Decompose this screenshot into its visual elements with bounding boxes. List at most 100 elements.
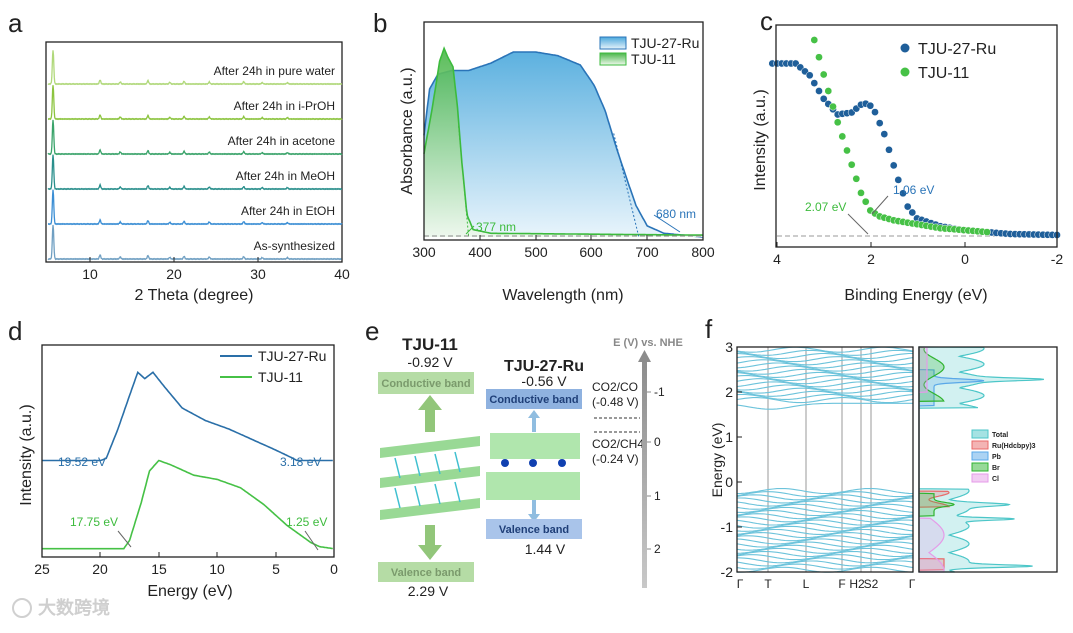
x-tick-label: 300 <box>412 244 436 260</box>
trace-label: After 24h in acetone <box>228 134 336 148</box>
annotation-377: 377 nm <box>476 220 516 234</box>
band-line <box>736 371 914 378</box>
y-axis-label: Absorbance (a.u.) <box>399 67 416 194</box>
band-line <box>736 365 914 372</box>
x-tick-label: 15 <box>151 561 167 577</box>
xps-data-point <box>815 53 823 62</box>
band-line <box>736 362 913 369</box>
band-line <box>736 349 914 356</box>
band-line <box>736 375 914 382</box>
x-tick-label: 400 <box>468 244 492 260</box>
legend-label: TJU-27-Ru <box>258 348 326 364</box>
band-line <box>736 557 914 564</box>
watermark: 大数跨境 <box>38 597 110 618</box>
xps-data-point <box>983 228 991 236</box>
ups-curve <box>42 370 333 462</box>
y-tick-label: -1 <box>721 519 734 535</box>
absorbance-fill <box>424 52 703 237</box>
y-tick-label: -2 <box>721 564 734 580</box>
trace-label: After 24h in i-PrOH <box>234 99 335 113</box>
band-line <box>736 393 914 400</box>
absorbance-curve <box>423 51 704 238</box>
y-tick-label: 0 <box>725 474 733 490</box>
x-axis-label: Binding Energy (eV) <box>844 287 987 304</box>
dos-legend-swatch <box>971 462 989 472</box>
vb-label: Valence band <box>391 567 461 579</box>
annotation-19.52: 19.52 eV <box>58 455 106 469</box>
panel-e-band-diagram: TJU-11 -0.92 V Conductive band Valence b… <box>378 335 683 599</box>
crystal-structure-tju27ru <box>486 433 580 500</box>
xps-data-point <box>903 202 912 211</box>
arrow-up-icon <box>528 410 540 432</box>
legend-label: TJU-27-Ru <box>631 35 699 51</box>
axis-tick-label: 2 <box>654 542 661 556</box>
annotation-3.18: 3.18 eV <box>280 455 321 469</box>
material-name: TJU-27-Ru <box>504 358 584 375</box>
xps-data-point <box>829 102 837 111</box>
band-line <box>736 522 914 529</box>
panel-d-ups: 25 20 15 10 5 0 Energy (eV) Intensity (a.u.) … <box>18 344 338 600</box>
band-line <box>736 359 914 366</box>
trace-label: After 24h in MeOH <box>236 169 335 183</box>
band-line <box>736 506 914 513</box>
band-line <box>736 384 914 391</box>
dos-legend-swatch <box>971 429 989 439</box>
x-tick-label: 700 <box>635 244 659 260</box>
x-axis-label: Wavelength (nm) <box>502 287 623 304</box>
xps-data-point <box>857 189 865 197</box>
material-name: TJU-11 <box>402 335 458 354</box>
band-line <box>736 368 914 375</box>
dos-legend-swatch <box>971 451 989 461</box>
tangent-line <box>458 125 470 238</box>
xps-data-point <box>847 160 856 169</box>
xps-data-point <box>833 118 842 127</box>
legend-marker <box>900 67 910 77</box>
axis-tick-label: 1 <box>654 489 661 503</box>
x-tick-label: 0 <box>330 561 338 577</box>
xps-data-point <box>838 132 847 141</box>
annotation-17.75: 17.75 eV <box>70 515 118 529</box>
dos-legend-label: Cl <box>992 476 999 483</box>
band-line <box>736 500 914 507</box>
y-axis-label: Intensity (a.u.) <box>18 404 35 505</box>
k-point-label: S2 <box>864 577 879 591</box>
x-tick-label: 10 <box>209 561 225 577</box>
annotation-680: 680 nm <box>656 207 696 221</box>
legend-swatch-tju11 <box>599 52 627 66</box>
dos-legend-swatch <box>971 440 989 450</box>
cb-potential: -0.92 V <box>407 354 453 370</box>
k-point-label: T <box>764 577 772 591</box>
cb-potential: -0.56 V <box>521 373 567 389</box>
legend-label: TJU-11 <box>631 51 676 67</box>
k-point-label: L <box>803 577 810 591</box>
y-axis-label: Intensity (a.u.) <box>752 89 769 190</box>
xrd-trace <box>47 189 343 226</box>
legend: TJU-27-Ru TJU-11 <box>599 35 699 67</box>
arrow-up-icon <box>418 395 442 432</box>
dos-legend-label: Total <box>992 432 1008 439</box>
xps-data-point <box>819 70 828 79</box>
band-plot-frame <box>736 346 914 573</box>
dos-legend-label: Pb <box>992 454 1001 461</box>
axis-tick-label: -1 <box>654 385 665 399</box>
panel-c-xps: 4 2 0 -2 Binding Energy (eV) Intensity (a.u… <box>752 24 1063 304</box>
plot-frame <box>45 41 343 263</box>
xps-data-point <box>894 176 903 184</box>
vb-label: Valence band <box>499 524 569 536</box>
panel-label-c: c <box>760 6 773 36</box>
band-line <box>736 352 913 360</box>
y-tick-label: 1 <box>725 429 733 445</box>
x-tick-label: 20 <box>166 266 182 282</box>
band-line <box>736 528 914 535</box>
arrow-down-icon <box>528 500 540 522</box>
band-line <box>736 544 914 551</box>
dos-legend-swatch <box>971 473 989 483</box>
x-tick-label: 10 <box>82 266 98 282</box>
vb-potential: 2.29 V <box>408 583 449 599</box>
x-tick-label: 20 <box>92 561 108 577</box>
xps-data-point <box>885 145 893 154</box>
k-point-label: Γ <box>909 577 916 591</box>
axis-tick-label: 0 <box>654 435 661 449</box>
